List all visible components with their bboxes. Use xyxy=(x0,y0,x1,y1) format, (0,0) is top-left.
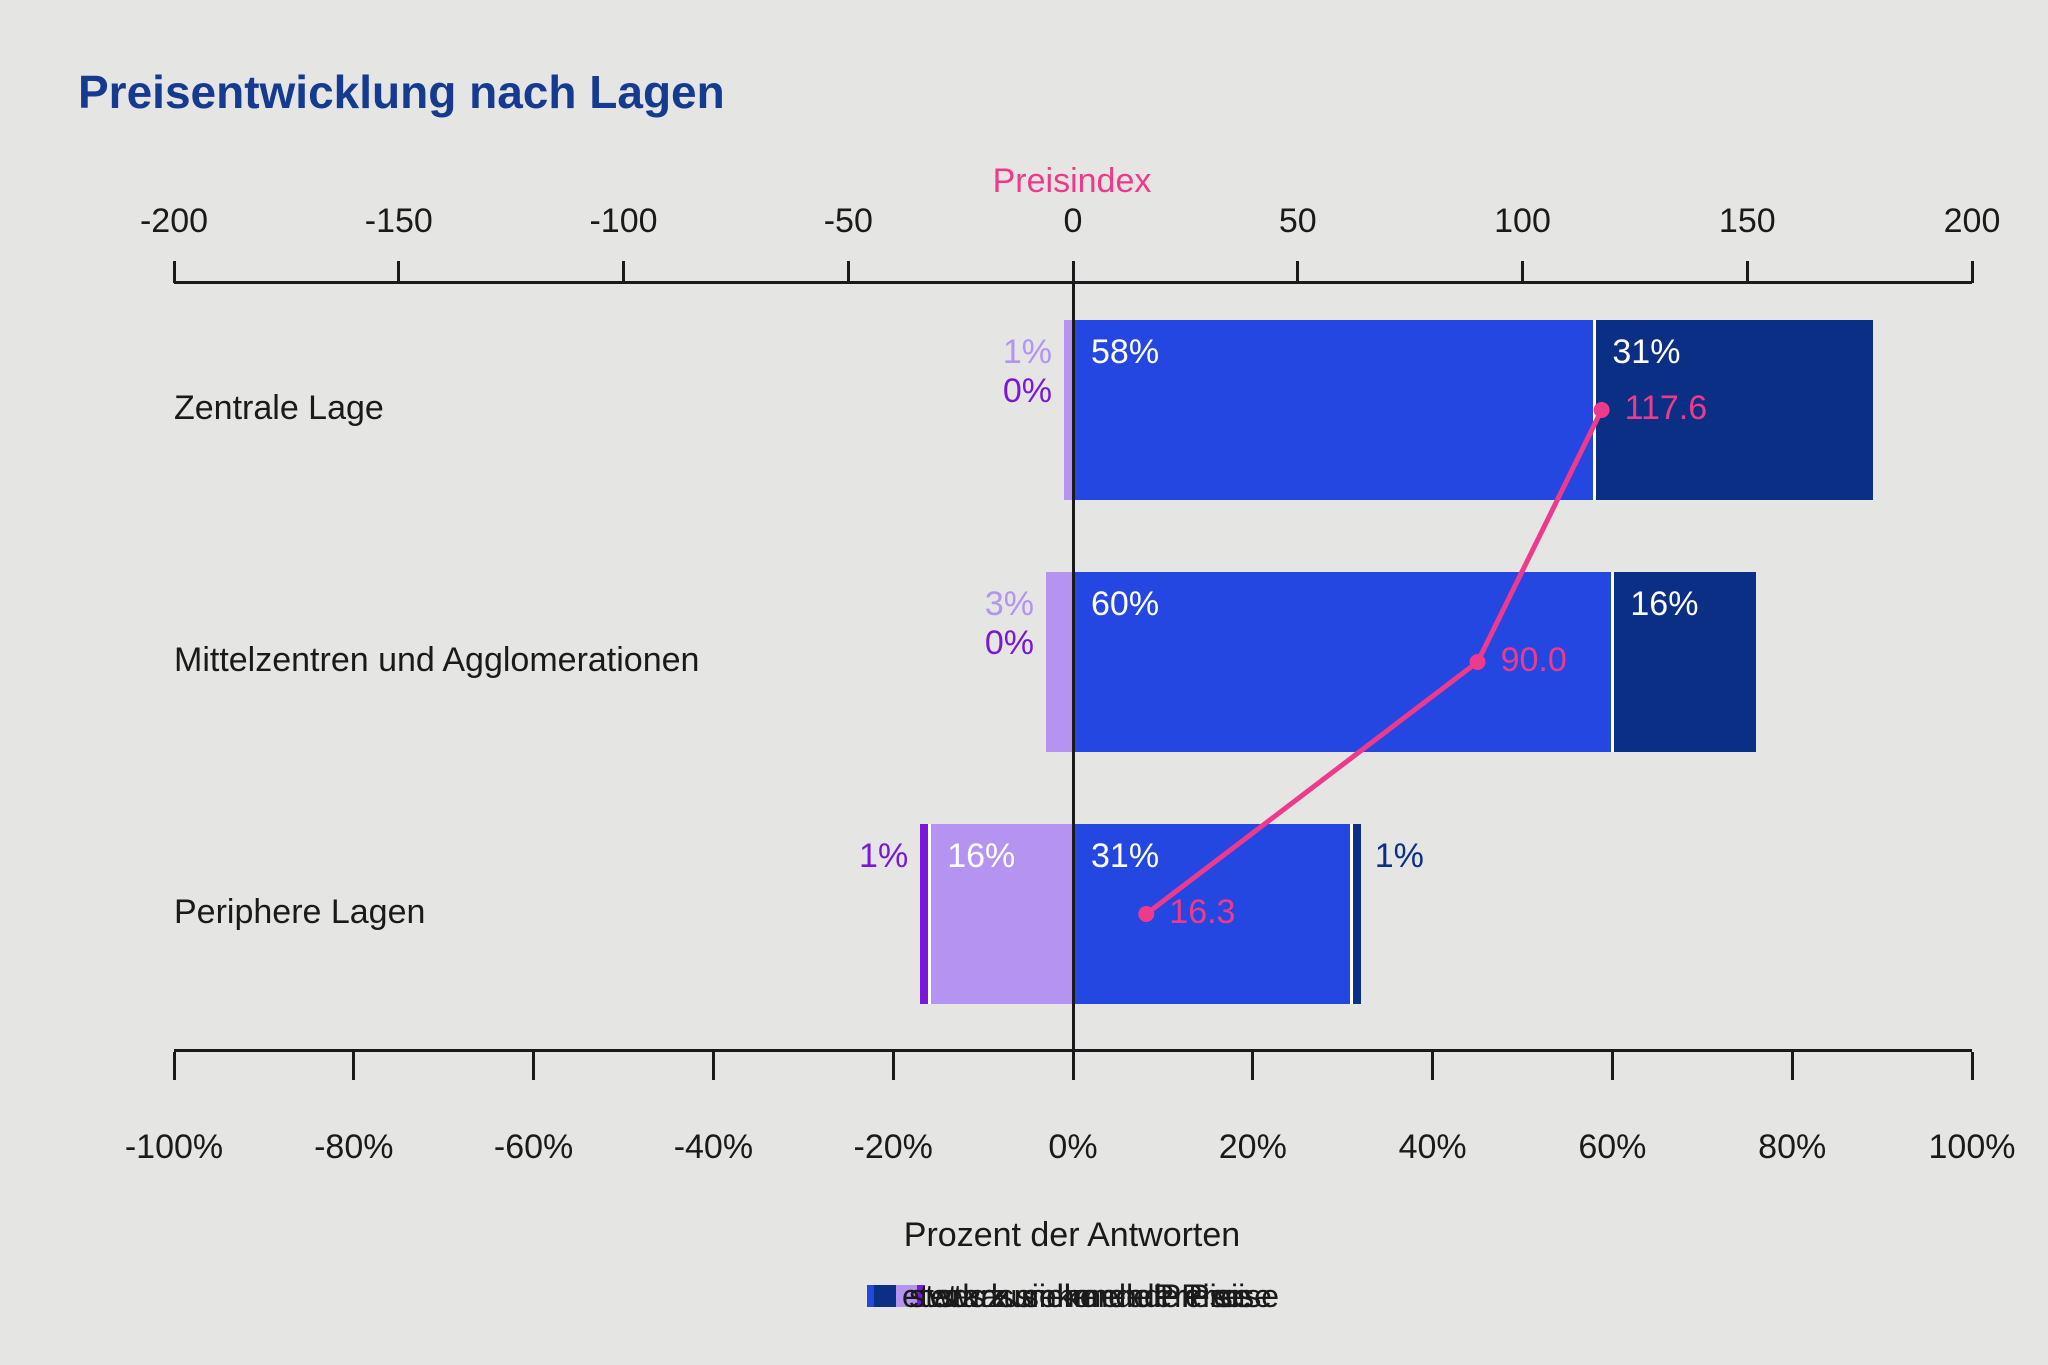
bottom-axis-tick xyxy=(1790,1052,1794,1080)
bar-value-label: 16% xyxy=(1630,585,1699,623)
bottom-axis-tick xyxy=(532,1052,536,1080)
price-index-value-label: 90.0 xyxy=(1500,641,1567,679)
bottom-axis-tick-label: -60% xyxy=(493,1128,574,1166)
legend-swatch-icon xyxy=(895,1284,918,1307)
legend-label: stark sinkende Preise xyxy=(937,1277,1244,1314)
top-axis-tick xyxy=(622,261,625,283)
bottom-axis-tick xyxy=(172,1052,176,1080)
bar-value-label: 0% xyxy=(984,624,1034,662)
bar-value-label: 0% xyxy=(1002,372,1052,410)
bar-value-label: 60% xyxy=(1091,585,1160,623)
bar-value-label: 31% xyxy=(1091,837,1160,875)
row-label: Zentrale Lage xyxy=(174,389,384,427)
zero-line xyxy=(1071,283,1075,1052)
segment-separator xyxy=(927,824,931,1004)
bar-value-label: 1% xyxy=(859,837,909,875)
bar-segment-stark-sinkende-preise xyxy=(920,824,930,1004)
bottom-axis-tick-label: 60% xyxy=(1578,1128,1647,1166)
bottom-axis-tick xyxy=(1071,1052,1075,1080)
bottom-axis-tick-label: -40% xyxy=(673,1128,754,1166)
legend-item-stark-zunehmende-preise: stark zunehmende Preise xyxy=(874,1278,1272,1315)
bar-value-label: 1% xyxy=(1374,837,1424,875)
top-axis-tick-label: -150 xyxy=(364,202,433,240)
top-axis-tick xyxy=(1970,261,1974,283)
legend-label: etwas sinkende Preise xyxy=(930,1277,1251,1314)
top-axis-tick xyxy=(172,261,176,283)
legend-label: etwas zunehmende Preise xyxy=(901,1277,1280,1314)
top-axis-tick-label: -200 xyxy=(139,202,209,240)
bottom-axis-tick xyxy=(1431,1052,1435,1080)
bottom-axis-title: Prozent der Antworten xyxy=(903,1216,1241,1254)
top-axis-tick-label: -50 xyxy=(823,202,873,240)
bar-segment-etwas-sinkende-preise xyxy=(929,824,1073,1004)
segment-separator xyxy=(1610,572,1614,752)
segment-separator xyxy=(1350,824,1354,1004)
price-index-value-label: 117.6 xyxy=(1624,389,1708,427)
legend-item-etwas-sinkende-preise: etwas sinkende Preise xyxy=(895,1277,1251,1315)
bottom-axis-tick-label: 100% xyxy=(1928,1128,2016,1166)
row-label: Periphere Lagen xyxy=(174,893,426,931)
bar-value-label: 16% xyxy=(947,837,1016,875)
bottom-axis-tick xyxy=(1251,1052,1255,1080)
top-axis-tick xyxy=(1745,261,1749,283)
top-axis-tick xyxy=(1521,261,1524,283)
bottom-axis-tick-label: 0% xyxy=(1048,1128,1098,1166)
top-axis-tick-label: 50 xyxy=(1278,202,1317,240)
bar-value-label: 31% xyxy=(1612,333,1681,371)
bottom-axis-tick xyxy=(711,1052,715,1080)
bar-value-label: 1% xyxy=(1002,333,1052,371)
top-axis-tick xyxy=(397,261,401,283)
top-axis-title: Preisindex xyxy=(992,162,1152,200)
top-axis-tick-label: -100 xyxy=(589,202,658,240)
chart-legend: stark sinkende Preise etwas sinkende Prei… xyxy=(174,1272,1972,1320)
bottom-axis-tick xyxy=(1610,1052,1614,1080)
bar-segment-stark-zunehmende-preise xyxy=(1594,320,1874,500)
legend-label: stark zunehmende Preise xyxy=(909,1277,1272,1314)
top-axis-tick xyxy=(1296,261,1300,283)
bottom-axis-tick-label: -100% xyxy=(124,1128,224,1166)
segment-separator xyxy=(1592,320,1596,500)
bottom-axis-tick-label: 80% xyxy=(1758,1128,1827,1166)
bar-segment-etwas-sinkende-preise xyxy=(1064,320,1073,500)
bar-segment-etwas-sinkende-preise xyxy=(1046,572,1073,752)
chart-title: Preisentwicklung nach Lagen xyxy=(78,66,725,118)
bottom-axis-tick-label: 40% xyxy=(1398,1128,1467,1166)
bottom-axis-tick-label: -20% xyxy=(853,1128,933,1166)
top-axis-tick xyxy=(846,261,850,283)
top-axis-tick-label: 200 xyxy=(1943,202,2001,240)
top-axis-tick xyxy=(1071,261,1075,283)
bar-value-label: 58% xyxy=(1091,333,1160,371)
legend-item-etwas-zunehmende-preise: etwas zunehmende Preise xyxy=(866,1277,1280,1315)
price-index-value-label: 16.3 xyxy=(1169,893,1236,931)
bottom-axis-tick xyxy=(352,1052,356,1080)
bar-segment-stark-zunehmende-preise xyxy=(1612,572,1757,752)
bottom-axis-tick-label: -80% xyxy=(314,1128,394,1166)
bottom-axis-tick xyxy=(891,1052,895,1080)
top-axis-tick-label: 150 xyxy=(1718,202,1776,240)
legend-item-stark-sinkende-preise: stark sinkende Preise xyxy=(902,1277,1244,1315)
bottom-axis-tick-label: 20% xyxy=(1218,1128,1287,1166)
legend-swatch-icon xyxy=(874,1284,897,1307)
row-label: Mittelzentren und Agglomerationen xyxy=(174,641,700,679)
bar-value-label: 3% xyxy=(984,585,1034,623)
top-axis-tick-label: 0 xyxy=(1063,202,1083,240)
top-axis-tick-label: 100 xyxy=(1494,202,1551,240)
bottom-axis-tick xyxy=(1970,1052,1974,1080)
